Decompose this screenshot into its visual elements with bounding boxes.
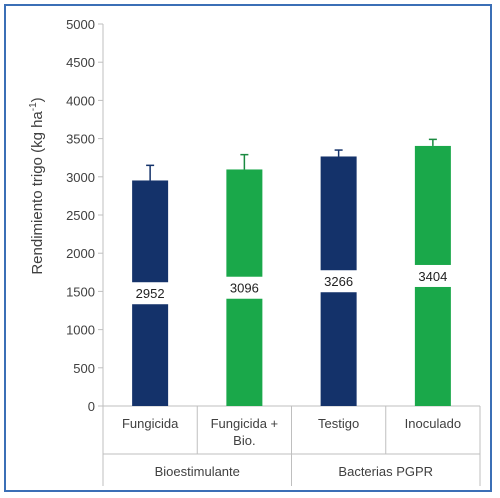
y-tick-label: 0 xyxy=(88,399,95,414)
y-tick-label: 5000 xyxy=(66,17,95,32)
value-label-box-2 xyxy=(313,270,364,293)
x-tick-label: Testigo xyxy=(318,416,359,431)
value-label-box-3 xyxy=(407,264,458,287)
value-label: 3266 xyxy=(324,274,353,289)
x-tick-label: Inoculado xyxy=(405,416,461,431)
chart-frame: Rendimiento trigo (kg ha-1) 0 500 1000 1500… xyxy=(4,4,492,492)
y-tick-label: 1000 xyxy=(66,323,95,338)
group-label: Bioestimulante xyxy=(155,464,240,479)
y-tick-label: 2500 xyxy=(66,208,95,223)
y-tick-label: 4000 xyxy=(66,93,95,108)
group-label: Bacterias PGPR xyxy=(338,464,433,479)
x-tick-label: Bio. xyxy=(233,433,255,448)
y-tick-label: 2000 xyxy=(66,246,95,261)
value-label-box-0 xyxy=(125,282,176,305)
y-tick-label: 1500 xyxy=(66,284,95,299)
y-tick-label: 4500 xyxy=(66,55,95,70)
x-tick-label: Fungicida xyxy=(122,416,179,431)
y-tick-label: 3500 xyxy=(66,132,95,147)
value-label: 3404 xyxy=(418,269,447,284)
y-tick-label: 3000 xyxy=(66,170,95,185)
value-label-box-1 xyxy=(219,276,270,299)
y-tick-label: 500 xyxy=(73,361,95,376)
bar-chart: Rendimiento trigo (kg ha-1) 0 500 1000 1500… xyxy=(28,17,481,486)
x-tick-label: Fungicida + xyxy=(211,416,279,431)
y-axis-title: Rendimiento trigo (kg ha-1) xyxy=(28,97,46,274)
value-label: 2952 xyxy=(136,286,165,301)
value-label: 3096 xyxy=(230,281,259,296)
